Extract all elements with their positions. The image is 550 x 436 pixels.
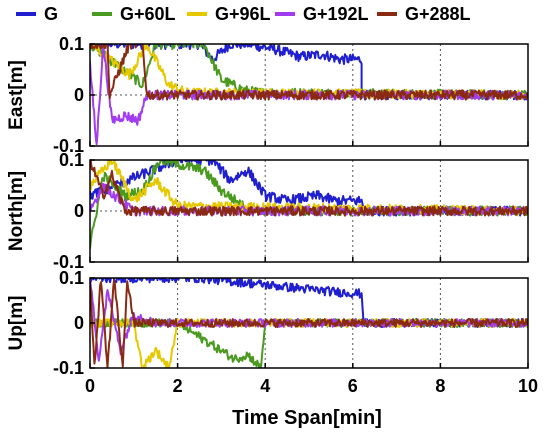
series-line-2-4 xyxy=(90,279,528,368)
legend-entry: G+288L xyxy=(405,4,471,24)
y-axis-label: East[m] xyxy=(6,60,27,130)
y-tick-label: -0.1 xyxy=(53,358,84,378)
x-tick-label: 4 xyxy=(260,376,270,396)
y-tick-label: 0 xyxy=(74,313,84,333)
legend-entry: G xyxy=(44,4,58,24)
x-tick-label: 0 xyxy=(85,376,95,396)
y-axis-label: Up[m] xyxy=(6,296,27,351)
legend-entry: G+60L xyxy=(120,4,176,24)
x-tick-label: 6 xyxy=(348,376,358,396)
x-axis-label: Time Span[min] xyxy=(232,407,382,429)
x-tick-label: 2 xyxy=(173,376,183,396)
chart-panels: 0.1 0 -0.1 East[m] 0.1 0 -0.1 North[m] 0.1 0 -0.1 U… xyxy=(6,34,529,378)
panel-0: 0.1 0 -0.1 East[m] xyxy=(6,34,529,156)
legend-entry: G+96L xyxy=(215,4,271,24)
y-tick-label: -0.1 xyxy=(53,136,84,156)
y-tick-label: 0 xyxy=(74,201,84,221)
legend: G G+60L G+96L G+192L G+288L xyxy=(16,4,471,24)
x-tick-label: 8 xyxy=(435,376,445,396)
y-tick-label: 0.1 xyxy=(59,34,84,54)
y-tick-label: -0.1 xyxy=(53,252,84,272)
y-tick-label: 0.1 xyxy=(59,150,84,170)
legend-entry: G+192L xyxy=(303,4,369,24)
y-tick-label: 0 xyxy=(74,85,84,105)
panel-2: 0.1 0 -0.1 Up[m] xyxy=(6,268,529,378)
panel-1: 0.1 0 -0.1 North[m] xyxy=(6,150,529,272)
series-line-1-4 xyxy=(90,160,528,217)
y-tick-label: 0.1 xyxy=(59,268,84,288)
x-tick-label: 10 xyxy=(518,376,538,396)
x-axis: Time Span[min] 0 2 4 6 8 10 xyxy=(85,376,538,429)
y-axis-label: North[m] xyxy=(6,171,27,251)
series-line-0-4 xyxy=(90,44,528,101)
